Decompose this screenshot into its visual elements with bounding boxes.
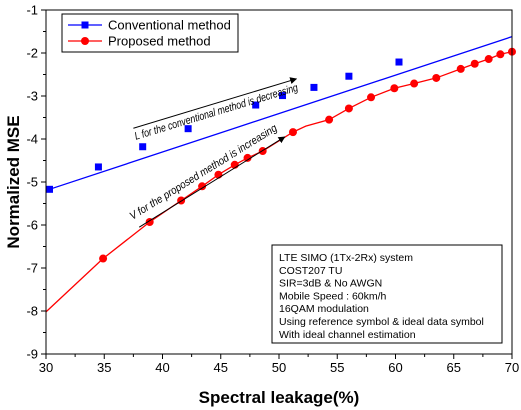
- y-tick-label-1: -2: [26, 46, 38, 61]
- series-1-point-6: [243, 153, 252, 162]
- y-tick-label-4: -5: [26, 175, 38, 190]
- y-tick-label-7: -8: [26, 304, 38, 319]
- x-tick-label-4: 50: [272, 360, 286, 375]
- x-axis-label: Spectral leakage(%): [199, 388, 360, 407]
- legend-frame: [61, 13, 239, 53]
- series-1-point-15: [456, 64, 465, 73]
- x-tick-label-3: 45: [214, 360, 228, 375]
- info-box-line-0: LTE SIMO (1Tx-2Rx) system: [279, 252, 413, 264]
- info-box-line-5: Using reference symbol & ideal data symb…: [279, 316, 484, 328]
- series-1-point-9: [325, 115, 334, 124]
- axes: 30 35 40 45 50 55 60 65 70 -1 -2 -3 -4 -5 -6 -7 -8 -9: [26, 3, 519, 376]
- series-line-0: [49, 36, 513, 190]
- series-1-point-14: [432, 73, 441, 82]
- series-0-point-6: [310, 83, 318, 91]
- series-0-point-0: [45, 185, 53, 193]
- series-1-point-3: [198, 182, 207, 191]
- info-box-line-6: With ideal channel estimation: [279, 329, 416, 341]
- series-1-point-16: [470, 59, 479, 68]
- legend-label-1: Proposed method: [108, 34, 211, 49]
- y-tick-label-5: -6: [26, 218, 38, 233]
- series-1-point-12: [390, 84, 399, 93]
- series-0-point-5: [278, 92, 286, 100]
- series-0-point-7: [345, 72, 353, 80]
- x-tick-label-0: 30: [39, 360, 53, 375]
- x-tick-label-6: 60: [388, 360, 402, 375]
- y-tick-label-2: -3: [26, 89, 38, 104]
- series-1-point-17: [484, 55, 493, 64]
- info-box-frame: [271, 244, 503, 344]
- y-tick-label-3: -4: [26, 132, 38, 147]
- series-0-point-3: [184, 125, 192, 133]
- annotations: L for the conventional method is decreas…: [128, 77, 300, 228]
- info-box-line-1: COST207 TU: [279, 265, 342, 277]
- y-axis-label: Normalized MSE: [4, 115, 23, 248]
- x-tick-label-2: 40: [155, 360, 169, 375]
- y-tick-label-8: -9: [26, 347, 38, 362]
- series-1-point-10: [344, 104, 353, 113]
- series-0-point-1: [94, 163, 102, 171]
- series-1-point-11: [367, 93, 376, 102]
- legend-label-0: Conventional method: [108, 18, 231, 33]
- series-1-point-13: [410, 79, 419, 88]
- annotation-arrow-0: [133, 77, 298, 129]
- series-lines: [45, 36, 513, 313]
- series-0-point-2: [139, 143, 147, 151]
- y-tick-label-0: -1: [26, 3, 38, 18]
- series-0-point-4: [252, 101, 260, 109]
- series-line-1: [45, 51, 513, 313]
- x-tick-label-5: 55: [330, 360, 344, 375]
- info-box-line-2: SIR=3dB & No AWGN: [279, 278, 382, 290]
- legend-marker-1: [81, 37, 89, 45]
- info-box-line-3: Mobile Speed : 60km/h: [279, 290, 387, 302]
- x-tick-label-8: 70: [505, 360, 519, 375]
- series-1-point-18: [496, 50, 505, 59]
- series-markers: [45, 47, 516, 263]
- x-tick-label-7: 65: [447, 360, 461, 375]
- info-box-line-4: 16QAM modulation: [279, 303, 369, 315]
- y-tick-label-6: -7: [26, 261, 38, 276]
- series-1-point-0: [99, 254, 108, 263]
- series-1-point-8: [288, 128, 297, 137]
- annotation-arrow-1: [138, 136, 286, 228]
- series-0-point-8: [395, 58, 403, 66]
- legend-marker-0: [81, 21, 89, 29]
- x-tick-label-1: 35: [97, 360, 111, 375]
